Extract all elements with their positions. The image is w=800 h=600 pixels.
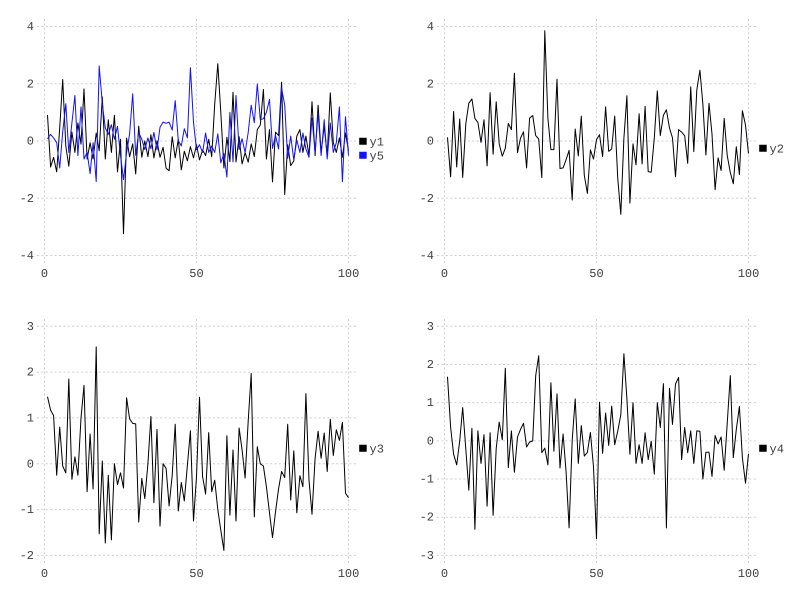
svg-text:0: 0 (27, 457, 34, 471)
svg-text:50: 50 (189, 567, 203, 581)
svg-text:4: 4 (27, 20, 34, 34)
svg-text:50: 50 (589, 567, 603, 581)
svg-text:-3: -3 (420, 549, 434, 563)
svg-text:-4: -4 (420, 249, 434, 263)
svg-text:0: 0 (427, 434, 434, 448)
svg-text:50: 50 (189, 267, 203, 281)
svg-text:3: 3 (27, 320, 34, 334)
svg-text:-2: -2 (20, 549, 34, 563)
svg-text:50: 50 (589, 267, 603, 281)
svg-text:1: 1 (427, 396, 434, 410)
svg-text:1: 1 (27, 411, 34, 425)
svg-text:-1: -1 (420, 473, 434, 487)
svg-text:y4: y4 (770, 442, 784, 456)
svg-text:-4: -4 (20, 249, 34, 263)
svg-text:-2: -2 (20, 192, 34, 206)
svg-text:y3: y3 (370, 442, 384, 456)
svg-text:2: 2 (27, 366, 34, 380)
svg-text:y5: y5 (370, 149, 384, 163)
svg-text:100: 100 (738, 267, 760, 281)
svg-text:0: 0 (27, 135, 34, 149)
svg-text:0: 0 (441, 567, 448, 581)
svg-text:y2: y2 (770, 142, 784, 156)
svg-text:3: 3 (427, 320, 434, 334)
svg-text:-1: -1 (20, 503, 34, 517)
svg-text:0: 0 (41, 567, 48, 581)
svg-text:2: 2 (27, 77, 34, 91)
svg-text:-2: -2 (420, 192, 434, 206)
svg-text:-2: -2 (420, 511, 434, 525)
svg-text:100: 100 (338, 567, 360, 581)
svg-text:4: 4 (427, 20, 434, 34)
svg-text:100: 100 (338, 267, 360, 281)
svg-text:y1: y1 (370, 135, 384, 149)
svg-text:0: 0 (41, 267, 48, 281)
svg-text:2: 2 (427, 77, 434, 91)
svg-text:0: 0 (441, 267, 448, 281)
svg-text:0: 0 (427, 135, 434, 149)
svg-text:2: 2 (427, 358, 434, 372)
svg-text:100: 100 (738, 567, 760, 581)
